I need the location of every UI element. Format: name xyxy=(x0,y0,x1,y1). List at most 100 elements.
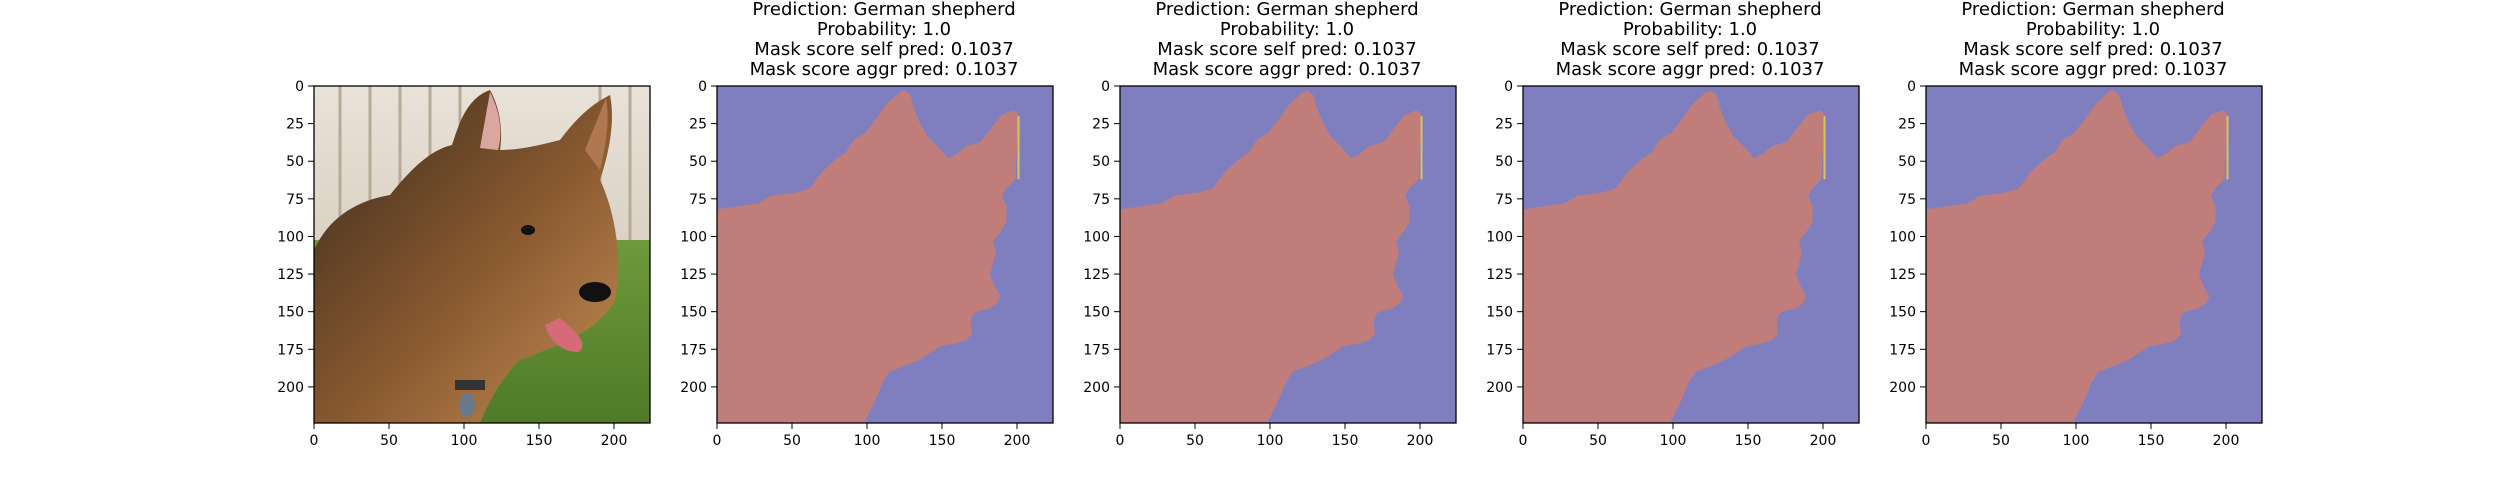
y-tick-label: 75 xyxy=(286,192,304,208)
y-tick-label: 25 xyxy=(286,117,304,133)
title-prediction: Prediction: German shepherd xyxy=(752,0,1015,20)
x-tick-label: 200 xyxy=(2213,433,2240,449)
panel-mask-2 xyxy=(1120,86,1456,423)
axes-panel-0: 0 50 100 150 200 0 25 50 75 100 125 150 175 200 xyxy=(277,79,651,449)
title-mask-score-self: Mask score self pred: 0.1037 xyxy=(754,39,1013,60)
x-tick-label: 0 xyxy=(1519,433,1528,449)
y-tick-label: 25 xyxy=(689,117,707,133)
x-tick-label: 100 xyxy=(2063,433,2090,449)
y-tick-label: 125 xyxy=(680,267,707,283)
title-prediction: Prediction: German shepherd xyxy=(1961,0,2224,20)
panel-title: Prediction: German shepherd Probability:… xyxy=(750,0,1019,80)
title-mask-score-aggr: Mask score aggr pred: 0.1037 xyxy=(750,59,1019,80)
panel-input-image xyxy=(314,86,650,423)
axes-panel-4: 0 50 100 150 200 0 25 50 75 100 125 150 175 200 xyxy=(1889,79,2263,449)
y-tick-label: 100 xyxy=(1486,229,1513,245)
y-tick-label: 50 xyxy=(286,154,304,170)
title-probability: Probability: 1.0 xyxy=(817,19,951,40)
axes-frame xyxy=(716,85,1054,424)
x-tick-label: 0 xyxy=(1116,433,1125,449)
x-tick-label: 0 xyxy=(1922,433,1931,449)
x-tick-label: 100 xyxy=(1660,433,1687,449)
x-tick-label: 200 xyxy=(1004,433,1031,449)
y-tick-label: 0 xyxy=(698,79,707,95)
y-tick-label: 100 xyxy=(277,229,304,245)
x-tick-label: 50 xyxy=(1992,433,2010,449)
y-tick-label: 175 xyxy=(1083,342,1110,358)
dog-photo xyxy=(314,86,650,423)
y-tick-label: 150 xyxy=(1083,305,1110,321)
y-tick-label: 125 xyxy=(1889,267,1916,283)
y-tick-label: 25 xyxy=(1495,117,1513,133)
y-tick-label: 125 xyxy=(277,267,304,283)
y-tick-label: 50 xyxy=(1898,154,1916,170)
x-tick-label: 200 xyxy=(1407,433,1434,449)
x-tick-label: 200 xyxy=(1810,433,1837,449)
mask-foreground xyxy=(1926,90,2228,423)
y-tick-label: 200 xyxy=(277,380,304,396)
x-tick-label: 200 xyxy=(601,433,628,449)
y-tick-label: 175 xyxy=(277,342,304,358)
y-tick-label: 125 xyxy=(1083,267,1110,283)
y-tick-label: 100 xyxy=(1083,229,1110,245)
x-tick-label: 0 xyxy=(713,433,722,449)
y-tick-label: 150 xyxy=(1889,305,1916,321)
y-tick-label: 150 xyxy=(277,305,304,321)
x-tick-label: 100 xyxy=(854,433,881,449)
axes-layer: 0 50 100 150 200 0 25 50 75 100 125 150 175 200 0 50 100… xyxy=(277,79,2263,449)
y-tick-label: 200 xyxy=(1083,380,1110,396)
axes-panel-2: 0 50 100 150 200 0 25 50 75 100 125 150 175 200 xyxy=(1083,79,1457,449)
x-tick-label: 150 xyxy=(2138,433,2165,449)
y-tick-label: 0 xyxy=(1504,79,1513,95)
y-tick-label: 50 xyxy=(1092,154,1110,170)
y-tick-label: 100 xyxy=(680,229,707,245)
title-mask-score-aggr: Mask score aggr pred: 0.1037 xyxy=(1556,59,1825,80)
x-tick-label: 150 xyxy=(1332,433,1359,449)
x-tick-label: 150 xyxy=(526,433,553,449)
y-tick-label: 75 xyxy=(1495,192,1513,208)
axes-frame xyxy=(1119,85,1457,424)
title-mask-score-self: Mask score self pred: 0.1037 xyxy=(1157,39,1416,60)
y-tick-label: 125 xyxy=(1486,267,1513,283)
y-tick-label: 0 xyxy=(1101,79,1110,95)
mask-foreground xyxy=(1120,90,1422,423)
x-tick-label: 50 xyxy=(783,433,801,449)
y-tick-label: 50 xyxy=(1495,154,1513,170)
y-tick-label: 75 xyxy=(1898,192,1916,208)
y-tick-label: 75 xyxy=(1092,192,1110,208)
x-tick-label: 150 xyxy=(1735,433,1762,449)
panel-mask-3 xyxy=(1523,86,1859,423)
title-mask-score-aggr: Mask score aggr pred: 0.1037 xyxy=(1959,59,2228,80)
y-tick-label: 0 xyxy=(295,79,304,95)
title-mask-score-self: Mask score self pred: 0.1037 xyxy=(1560,39,1819,60)
title-probability: Probability: 1.0 xyxy=(2026,19,2160,40)
panel-mask-1 xyxy=(717,86,1053,423)
y-tick-label: 200 xyxy=(680,380,707,396)
y-tick-label: 200 xyxy=(1486,380,1513,396)
y-tick-label: 25 xyxy=(1898,117,1916,133)
x-tick-label: 100 xyxy=(1257,433,1284,449)
y-tick-label: 200 xyxy=(1889,380,1916,396)
y-tick-label: 25 xyxy=(1092,117,1110,133)
title-probability: Probability: 1.0 xyxy=(1623,19,1757,40)
x-tick-label: 50 xyxy=(1589,433,1607,449)
x-tick-label: 50 xyxy=(1186,433,1204,449)
axes-frame xyxy=(1522,85,1860,424)
y-tick-label: 175 xyxy=(1889,342,1916,358)
y-tick-label: 150 xyxy=(680,305,707,321)
axes-panel-1: 0 50 100 150 200 0 25 50 75 100 125 150 175 200 xyxy=(680,79,1054,449)
y-tick-label: 175 xyxy=(680,342,707,358)
axes-panel-3: 0 50 100 150 200 0 25 50 75 100 125 150 175 200 xyxy=(1486,79,1860,449)
y-tick-label: 75 xyxy=(689,192,707,208)
panel-title: Prediction: German shepherd Probability:… xyxy=(1153,0,1422,80)
title-mask-score-aggr: Mask score aggr pred: 0.1037 xyxy=(1153,59,1422,80)
y-tick-label: 100 xyxy=(1889,229,1916,245)
panel-title: Prediction: German shepherd Probability:… xyxy=(1556,0,1825,80)
mask-foreground xyxy=(1523,90,1825,423)
title-prediction: Prediction: German shepherd xyxy=(1558,0,1821,20)
mask-foreground xyxy=(717,90,1019,423)
panel-mask-4 xyxy=(1926,86,2262,423)
y-tick-label: 150 xyxy=(1486,305,1513,321)
panel-title: Prediction: German shepherd Probability:… xyxy=(1959,0,2228,80)
